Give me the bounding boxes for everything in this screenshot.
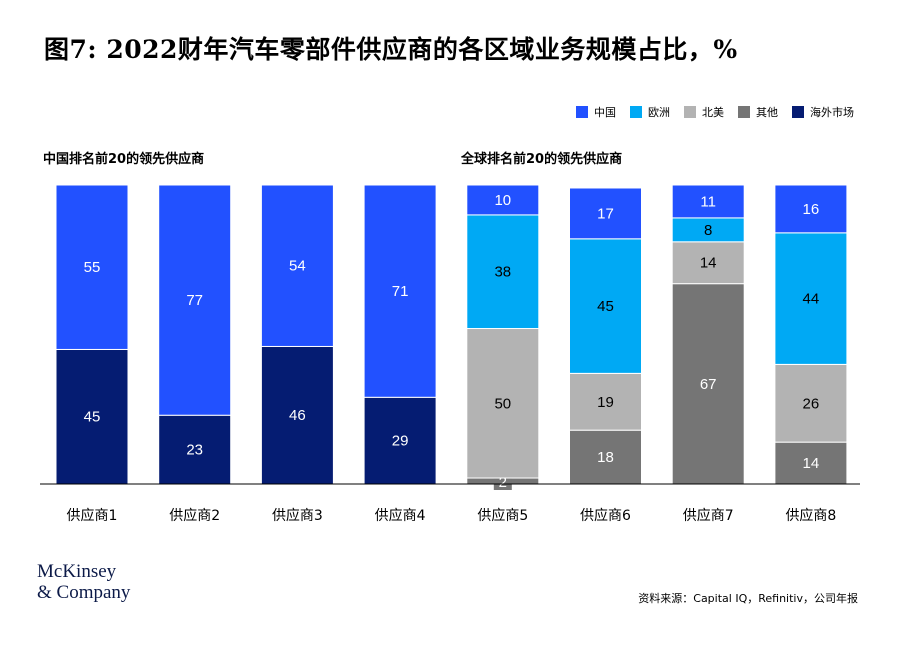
bar-value-label: 45 [84, 409, 101, 426]
bar-segment [55, 348, 129, 485]
bar-segment [671, 184, 745, 219]
legend-label: 其他 [756, 106, 778, 119]
bar-segment [569, 372, 642, 431]
category-label: 供应商6 [580, 507, 631, 524]
bar-value-label: 11 [700, 193, 716, 210]
mckinsey-logo: McKinsey & Company [37, 561, 130, 603]
bar-segment [363, 396, 437, 485]
bar-value-label: 26 [803, 395, 820, 412]
bar-segment [569, 429, 642, 485]
bar-segment [55, 184, 129, 350]
legend-item: 北美 [684, 104, 724, 120]
bar-value-label: 14 [803, 455, 820, 472]
bar-value-label: 71 [392, 283, 409, 300]
bar-segment [569, 238, 642, 374]
bar-value-label: 44 [803, 291, 820, 308]
legend-swatch [576, 106, 588, 118]
bar-segment [158, 414, 232, 485]
legend-item: 中国 [576, 104, 616, 120]
chart-subtitle-china: 中国排名前20的领先供应商 [43, 152, 205, 167]
bar-segment [260, 184, 334, 347]
legend-swatch [630, 106, 642, 118]
bar-value-label: 8 [704, 222, 712, 239]
bar-value-label: 46 [289, 407, 306, 424]
legend-item: 海外市场 [792, 104, 854, 120]
chart-title: 图7: 2022财年汽车零部件供应商的各区域业务规模占比，% [44, 35, 738, 64]
legend-swatch [792, 106, 804, 118]
category-label: 供应商4 [375, 507, 426, 524]
bar-segment [774, 184, 848, 234]
category-label: 供应商8 [785, 507, 836, 524]
legend-swatch [684, 106, 696, 118]
bar-value-label: 77 [186, 292, 203, 309]
category-label: 供应商1 [67, 507, 118, 524]
bar-segment [466, 328, 540, 479]
logo-line-1: McKinsey [37, 561, 117, 582]
stacked-bar-chart: 45 55 供应商1 23 77 供应商2 46 54 供应商3 29 71 供应商4 2 50 38 10 供… [40, 184, 860, 524]
bar-value-label: 18 [597, 449, 614, 466]
category-label: 供应商5 [477, 507, 528, 524]
bar-value-label: 67 [700, 376, 717, 393]
bar-segment [466, 184, 540, 216]
chart-subtitle-global: 全球排名前20的领先供应商 [461, 152, 623, 167]
bar-segment [671, 241, 745, 285]
bar-segment [260, 345, 334, 485]
bar-segment [671, 283, 745, 485]
bar-value-label: 19 [597, 394, 614, 411]
bar-segment [158, 184, 232, 416]
bar-value-label: 14 [700, 255, 717, 272]
bar-segment [569, 187, 642, 240]
legend-item: 欧洲 [630, 104, 670, 120]
bar-value-label: 38 [494, 264, 511, 281]
legend-swatch [738, 106, 750, 118]
legend-label: 海外市场 [810, 106, 854, 119]
bar-value-label: 10 [494, 192, 511, 209]
legend-label: 欧洲 [648, 106, 670, 119]
legend: 中国 欧洲 北美 其他 海外市场 [576, 104, 854, 120]
bar-value-label: 45 [597, 298, 614, 315]
bar-segment [774, 232, 848, 365]
legend-label: 中国 [594, 106, 616, 119]
category-label: 供应商7 [683, 507, 734, 524]
bar-value-label: 50 [494, 395, 511, 412]
category-label: 供应商2 [169, 507, 220, 524]
bar-value-label: 2 [499, 474, 507, 491]
logo-line-2: & Company [37, 582, 131, 603]
bar-value-label: 17 [597, 205, 614, 222]
source-note: 资料来源：Capital IQ，Refinitiv，公司年报 [638, 592, 858, 605]
bar-value-label: 55 [84, 259, 101, 276]
category-label: 供应商3 [272, 507, 323, 524]
bar-segment [363, 184, 437, 398]
legend-label: 北美 [702, 106, 724, 119]
bar-segment [774, 363, 848, 443]
legend-item: 其他 [738, 104, 778, 120]
bar-value-label: 23 [186, 442, 203, 459]
bar-value-label: 16 [803, 201, 820, 218]
bar-value-label: 54 [289, 258, 306, 275]
bar-segment [466, 214, 540, 330]
bar-value-label: 29 [392, 433, 409, 450]
